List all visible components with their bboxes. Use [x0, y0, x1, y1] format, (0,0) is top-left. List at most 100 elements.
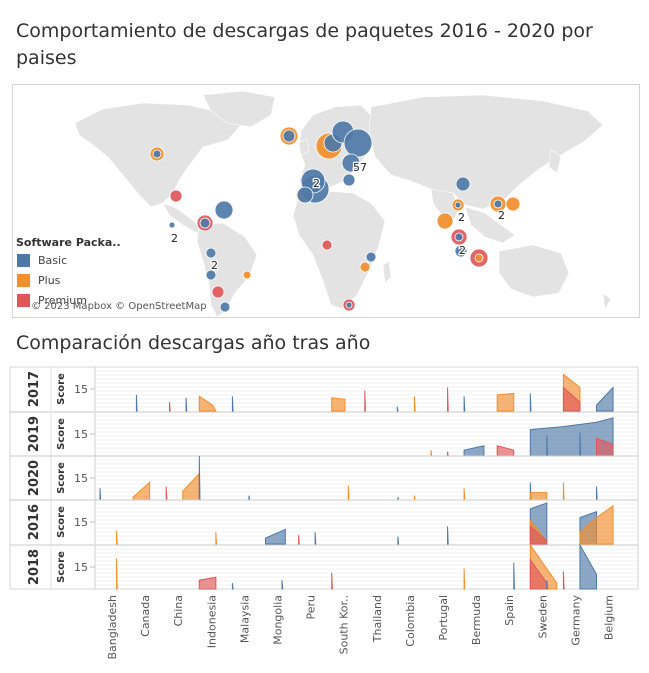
area-mark-basic[interactable]: [265, 528, 286, 545]
area-mark-plus[interactable]: [496, 392, 515, 412]
area-mark-premium[interactable]: [562, 571, 565, 590]
area-mark-plus[interactable]: [529, 492, 548, 501]
area-mark-basic[interactable]: [546, 580, 549, 590]
area-mark-plus[interactable]: [463, 488, 466, 501]
area-mark-plus[interactable]: [463, 568, 466, 590]
country-bubble[interactable]: [211, 285, 225, 299]
area-mark-basic[interactable]: [579, 543, 597, 590]
area-mark-plus[interactable]: [413, 495, 416, 501]
country-bubble[interactable]: [296, 186, 314, 204]
country-bubble[interactable]: [359, 261, 371, 273]
area-mark-premium[interactable]: [447, 451, 449, 457]
area-mark-basic[interactable]: [579, 432, 582, 457]
x-tick-label: Thailand: [371, 595, 384, 643]
area-mark-plus[interactable]: [198, 395, 217, 412]
country-bubble[interactable]: [282, 129, 296, 143]
country-bubble[interactable]: [219, 301, 231, 313]
row-2018: 2018 Score 15: [10, 543, 638, 590]
area-mark-plus[interactable]: [182, 472, 200, 501]
country-bubble[interactable]: [474, 253, 484, 263]
country-bubble[interactable]: [214, 200, 234, 220]
legend-swatch-plus: [17, 274, 30, 287]
map-title: Comportamiento de descargas de paquetes …: [16, 20, 593, 69]
country-bubble[interactable]: [345, 301, 353, 309]
chart-frame: [9, 366, 639, 590]
country-bubble[interactable]: [341, 153, 361, 173]
area-mark-basic[interactable]: [231, 396, 234, 412]
area-mark-premium[interactable]: [169, 402, 171, 412]
country-bubble[interactable]: [454, 201, 462, 209]
area-mark-basic[interactable]: [99, 488, 102, 501]
map-canvas[interactable]: 2 57 2 2 2 2 2: [13, 85, 639, 317]
country-bubble[interactable]: [454, 244, 468, 258]
country-bubble[interactable]: [436, 212, 454, 230]
area-chart[interactable]: 2017 Score 15 2019 Score 15 2020 Score 15 2016 Sco…: [0, 360, 649, 673]
area-mark-basic[interactable]: [513, 562, 515, 590]
country-bubble[interactable]: [205, 247, 217, 259]
area-mark-basic[interactable]: [463, 396, 466, 412]
area-mark-basic[interactable]: [447, 526, 449, 545]
area-mark-basic[interactable]: [596, 486, 598, 501]
country-bubble[interactable]: [321, 239, 333, 251]
area-mark-basic[interactable]: [397, 536, 400, 545]
area-mark-basic[interactable]: [248, 495, 251, 501]
country-bubble[interactable]: [343, 128, 373, 158]
asia-land: [368, 94, 604, 210]
area-mark-plus[interactable]: [331, 397, 346, 412]
country-bubble[interactable]: [152, 149, 162, 159]
area-mark-basic[interactable]: [529, 393, 532, 412]
country-bubble[interactable]: [242, 270, 252, 280]
area-mark-basic[interactable]: [596, 386, 614, 412]
area-mark-premium[interactable]: [198, 576, 217, 590]
country-bubble[interactable]: [493, 199, 503, 209]
x-tick-label: Mongolia: [272, 595, 285, 645]
area-mark-premium[interactable]: [364, 390, 366, 412]
area-mark-plus[interactable]: [562, 482, 565, 501]
x-tick-label: Indonesia: [205, 595, 218, 648]
x-tick-label: Malaysia: [238, 595, 251, 643]
country-bubble[interactable]: [505, 196, 521, 212]
country-bubble[interactable]: [205, 269, 217, 281]
tick-label: 15: [74, 516, 88, 529]
country-bubble[interactable]: [342, 173, 356, 187]
area-mark-plus[interactable]: [215, 532, 218, 545]
country-bubble[interactable]: [455, 176, 471, 192]
area-mark-premium[interactable]: [165, 486, 168, 501]
area-mark-premium[interactable]: [529, 525, 548, 545]
area-mark-plus[interactable]: [116, 530, 118, 545]
area-mark-premium[interactable]: [496, 445, 515, 457]
country-bubble[interactable]: [199, 217, 211, 229]
country-bubble[interactable]: [454, 232, 464, 242]
area-mark-plus[interactable]: [430, 450, 433, 457]
country-bubble[interactable]: [169, 189, 183, 203]
area-mark-plus[interactable]: [116, 558, 118, 590]
area-mark-basic[interactable]: [231, 583, 234, 590]
area-mark-plus[interactable]: [347, 485, 350, 501]
legend-item-basic[interactable]: Basic: [16, 254, 166, 274]
area-mark-plus[interactable]: [132, 481, 151, 501]
area-mark-basic[interactable]: [314, 532, 317, 545]
area-mark-premium[interactable]: [331, 572, 333, 590]
area-mark-premium[interactable]: [447, 387, 449, 412]
legend-item-plus[interactable]: Plus: [16, 274, 166, 294]
area-mark-plus[interactable]: [579, 504, 614, 545]
area-mark-premium[interactable]: [562, 386, 581, 412]
area-mark-basic[interactable]: [281, 580, 284, 590]
x-tick-label: Portugal: [437, 595, 450, 641]
area-mark-basic[interactable]: [396, 406, 399, 412]
year-label: 2016: [27, 504, 42, 540]
country-bubble[interactable]: [168, 221, 176, 229]
area-mark-premium[interactable]: [298, 535, 300, 545]
x-tick-label: Spain: [503, 595, 516, 626]
country-bubble[interactable]: [365, 251, 377, 263]
area-mark-basic[interactable]: [546, 435, 549, 457]
area-mark-plus[interactable]: [413, 396, 416, 412]
area-mark-basic[interactable]: [185, 397, 188, 412]
area-mark-basic[interactable]: [135, 394, 138, 412]
area-mark-basic[interactable]: [198, 455, 201, 501]
world-map[interactable]: 2 57 2 2 2 2 2 Software Packa.. Basic Plus Pre…: [12, 84, 640, 318]
area-mark-basic[interactable]: [463, 445, 485, 457]
africa-land: [292, 190, 386, 310]
legend-item-premium[interactable]: Premium: [16, 294, 166, 314]
map-attribution[interactable]: © 2023 Mapbox © OpenStreetMap: [31, 301, 207, 312]
